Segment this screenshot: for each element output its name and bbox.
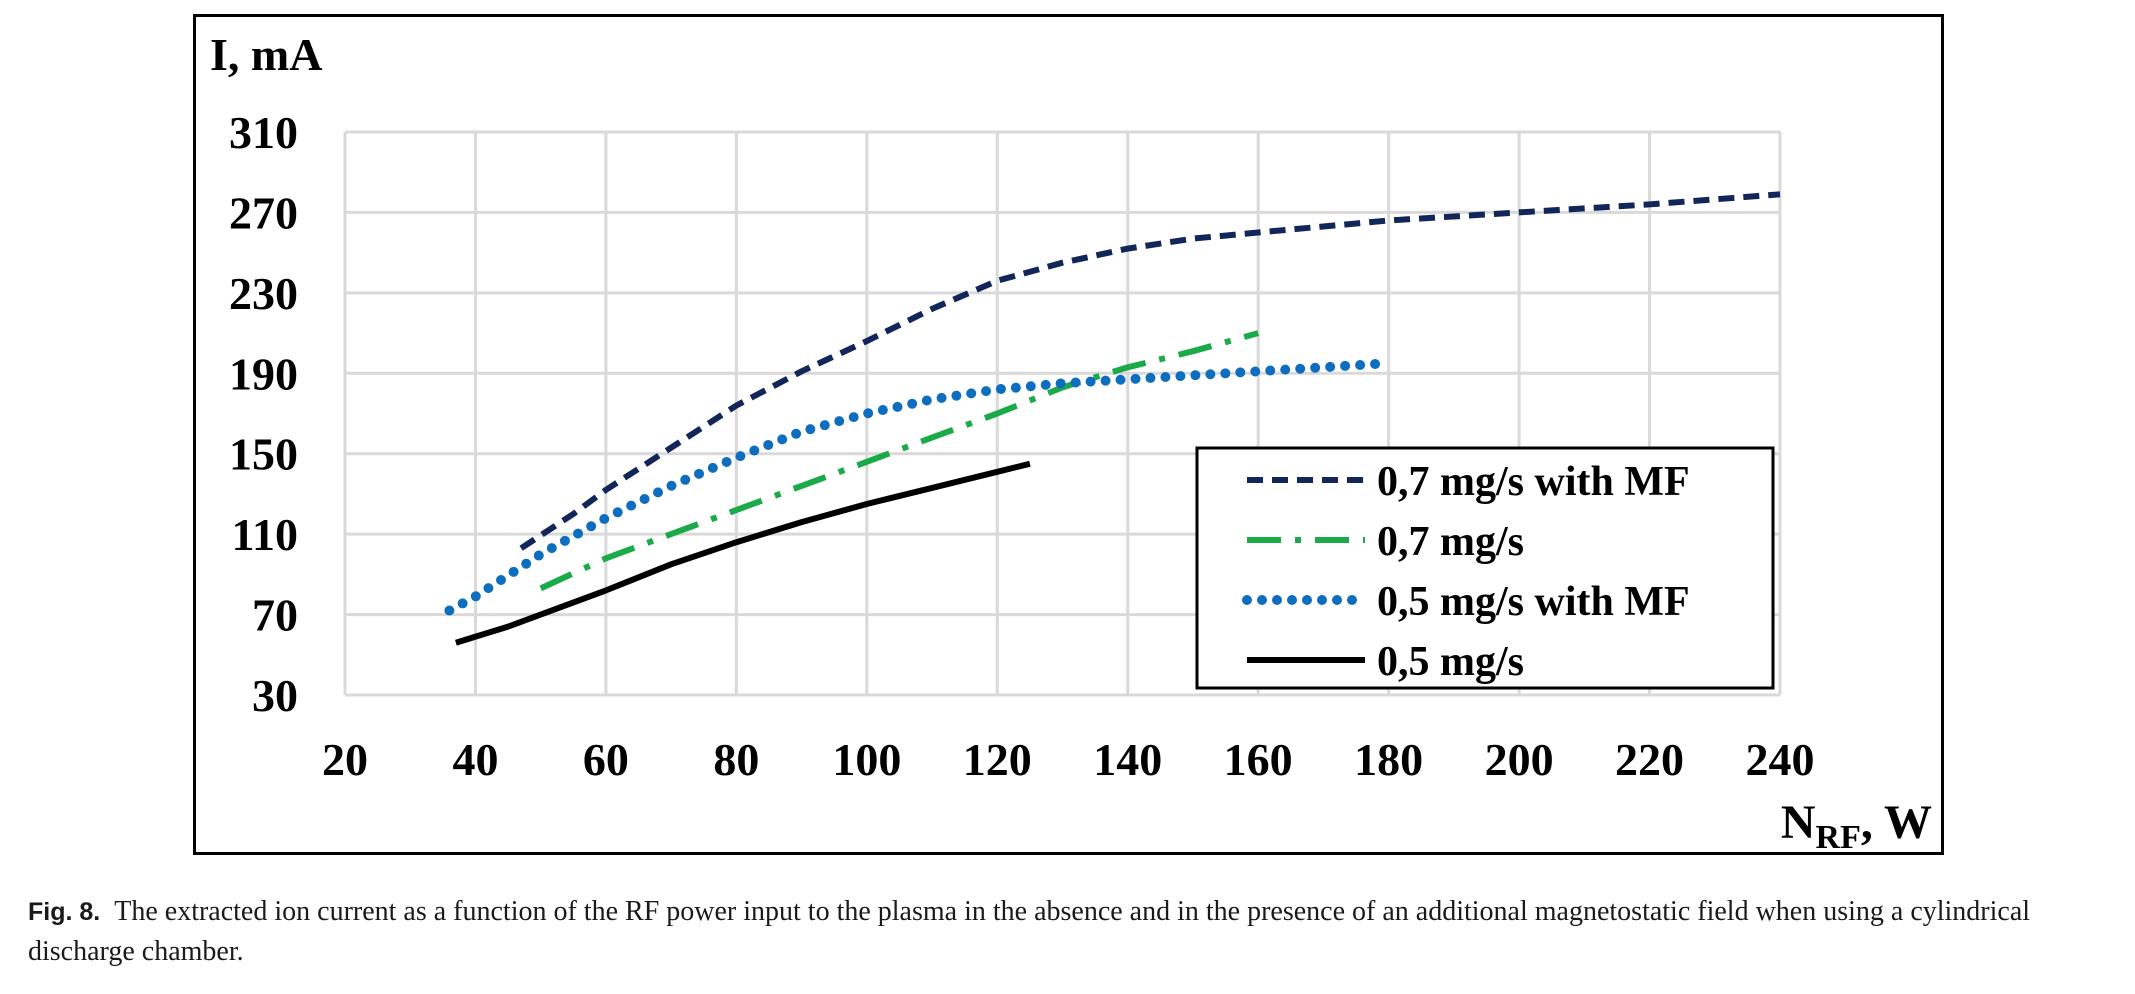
y-tick-label-6: 270 xyxy=(229,187,298,238)
x-tick-label-3: 80 xyxy=(713,734,759,785)
x-axis-label-units: , W xyxy=(1861,796,1932,849)
x-tick-label-10: 220 xyxy=(1615,734,1684,785)
chart-frame xyxy=(193,14,1944,855)
y-tick-label-0: 30 xyxy=(252,670,298,721)
figure-caption-text: The extracted ion current as a function … xyxy=(28,896,2031,967)
y-tick-label-4: 190 xyxy=(229,348,298,399)
x-tick-label-7: 160 xyxy=(1224,734,1293,785)
x-tick-label-11: 240 xyxy=(1746,734,1815,785)
y-tick-label-7: 310 xyxy=(229,107,298,158)
legend-label-2: 0,5 mg/s with MF xyxy=(1377,579,1690,625)
x-tick-label-2: 60 xyxy=(583,734,629,785)
y-tick-label-3: 150 xyxy=(229,429,298,480)
x-tick-label-1: 40 xyxy=(452,734,498,785)
x-tick-label-6: 140 xyxy=(1093,734,1162,785)
legend-label-3: 0,5 mg/s xyxy=(1377,639,1524,685)
series-line-3 xyxy=(455,460,1031,646)
figure-caption-label: Fig. 8. xyxy=(28,898,101,926)
x-axis-label-main: N xyxy=(1781,796,1816,849)
x-tick-label-8: 180 xyxy=(1354,734,1423,785)
legend: 0,7 mg/s with MF 0,7 mg/s 0,5 mg/s with MF… xyxy=(1195,446,1775,690)
x-axis-label: NRF, W xyxy=(1781,796,1932,856)
x-tick-label-5: 120 xyxy=(963,734,1032,785)
y-axis-label: I, mA xyxy=(210,29,322,80)
grid xyxy=(343,130,1782,697)
legend-label-0: 0,7 mg/s with MF xyxy=(1377,459,1690,505)
series-lines xyxy=(444,191,1781,646)
figure-caption: Fig. 8. The extracted ion current as a fu… xyxy=(28,892,2113,972)
series-line-2 xyxy=(444,358,1394,616)
series-line-1 xyxy=(539,330,1260,592)
x-tick-label-4: 100 xyxy=(832,734,901,785)
x-axis-label-subscript: RF xyxy=(1816,819,1861,856)
y-tick-label-1: 70 xyxy=(252,590,298,641)
y-tick-label-2: 110 xyxy=(232,509,298,560)
x-tick-label-9: 200 xyxy=(1485,734,1554,785)
legend-label-1: 0,7 mg/s xyxy=(1377,519,1524,565)
series-line-0 xyxy=(519,191,1781,551)
tick-labels: 20 40 60 80 100 120 140 160 180 200 220 240 30 70 110 1… xyxy=(229,107,1815,785)
y-tick-label-5: 230 xyxy=(229,268,298,319)
legend-box xyxy=(1195,446,1775,690)
x-tick-label-0: 20 xyxy=(322,734,368,785)
